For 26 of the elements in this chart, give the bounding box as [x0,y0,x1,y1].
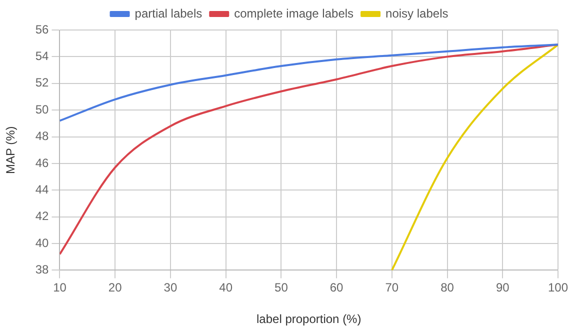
y-tick-label: 46 [35,156,50,170]
x-tick-label: 20 [108,280,122,295]
y-tick-label: 44 [35,182,50,196]
x-tick-label: 70 [385,280,399,295]
y-tick-label: 56 [35,22,50,36]
x-tick-label: 60 [330,280,344,295]
x-axis-title: label proportion (%) [256,312,362,326]
x-tick-label: 50 [274,280,288,295]
x-tick-label: 90 [496,280,510,295]
x-tick-label: 40 [219,280,233,295]
x-tick-label: 30 [164,280,178,295]
y-tick-label: 54 [35,49,50,63]
y-tick-label: 42 [35,209,50,224]
legend-label: noisy labels [386,6,448,20]
x-tick-label: 100 [548,280,568,295]
y-tick-label: 38 [35,262,50,277]
y-axis-title: MAP (%) [4,126,18,174]
y-tick-label: 48 [35,129,50,144]
y-tick-label: 52 [35,76,50,90]
x-tick-label: 10 [53,280,67,295]
legend-label: partial labels [134,6,202,20]
line-series [390,44,558,270]
legend-label: complete image labels [234,6,354,20]
y-tick-label: 50 [35,102,50,116]
y-tick-label: 40 [35,236,50,250]
x-tick-label: 80 [440,280,454,295]
